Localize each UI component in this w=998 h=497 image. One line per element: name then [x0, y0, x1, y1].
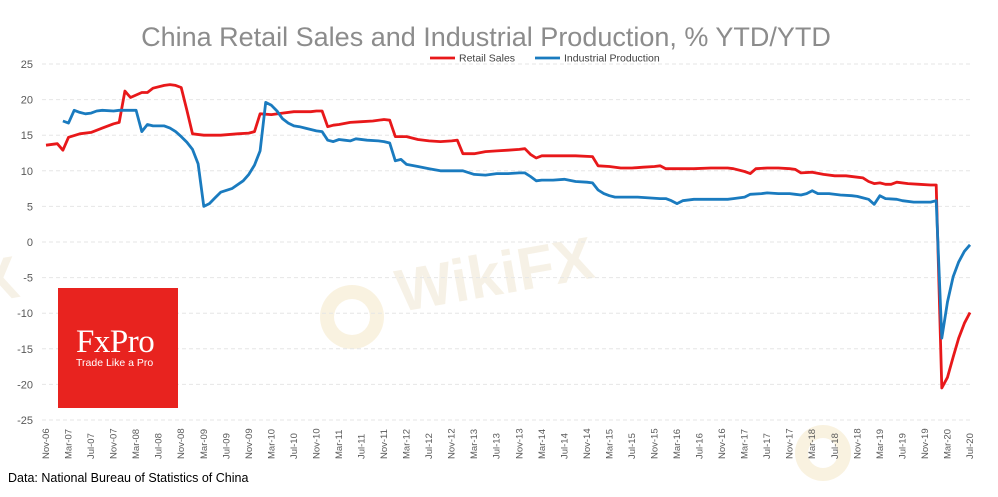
- x-axis: Nov-06 Mar-07 Jul-07 Nov-07 Mar-08 Jul-08 Nov-…: [41, 428, 976, 459]
- y-tick-label: 10: [21, 166, 33, 178]
- x-tick-label: Nov-09: [244, 428, 255, 459]
- y-tick-label: 25: [21, 59, 33, 71]
- x-tick-label: Jul-12: [424, 433, 435, 459]
- x-tick-label: Mar-11: [334, 430, 345, 459]
- x-tick-label: Mar-17: [740, 429, 751, 459]
- x-tick-label: Nov-17: [785, 428, 796, 459]
- x-tick-label: Mar-13: [469, 429, 480, 459]
- legend: Retail Sales Industrial Production: [430, 53, 660, 65]
- x-tick-label: Nov-18: [852, 428, 863, 459]
- x-tick-label: Nov-12: [447, 428, 458, 459]
- x-tick-label: Mar-08: [131, 429, 142, 459]
- x-tick-label: Mar-18: [807, 429, 818, 459]
- fxpro-logo-tagline: Trade Like a Pro: [76, 357, 154, 369]
- y-tick-label: 15: [21, 130, 33, 142]
- y-tick-label: -25: [17, 415, 33, 427]
- x-tick-label: Jul-09: [221, 433, 232, 459]
- x-tick-label: Mar-15: [604, 429, 615, 459]
- series-line-retail-sales: [45, 83, 972, 390]
- y-tick-label: -15: [17, 344, 33, 356]
- x-tick-label: Jul-20: [965, 433, 976, 459]
- x-tick-label: Jul-13: [492, 433, 503, 459]
- y-tick-label: 0: [27, 237, 33, 249]
- x-tick-label: Mar-09: [199, 429, 210, 459]
- x-tick-label: Jul-18: [830, 433, 841, 459]
- gridlines: [42, 63, 970, 421]
- legend-label: Retail Sales: [459, 53, 515, 65]
- x-tick-label: Mar-14: [537, 429, 548, 459]
- x-tick-label: Mar-20: [942, 429, 953, 459]
- fxpro-logo-main: FxPro: [76, 324, 155, 360]
- y-tick-label: -20: [17, 379, 33, 391]
- source-note: Data: National Bureau of Statistics of C…: [8, 471, 248, 485]
- x-tick-label: Mar-19: [875, 429, 886, 459]
- x-tick-label: Nov-13: [514, 428, 525, 459]
- fxpro-logo: FxPro Trade Like a Pro: [58, 288, 178, 408]
- x-tick-label: Nov-14: [582, 428, 593, 459]
- x-tick-label: Jul-11: [357, 434, 368, 459]
- x-tick-label: Jul-19: [897, 433, 908, 459]
- series-line-industrial-production: [62, 101, 972, 340]
- legend-label: Industrial Production: [564, 53, 660, 65]
- x-tick-label: Mar-16: [672, 429, 683, 459]
- x-tick-label: Nov-10: [311, 428, 322, 459]
- x-tick-label: Jul-15: [627, 433, 638, 459]
- x-tick-label: Nov-15: [649, 428, 660, 459]
- y-tick-label: -10: [17, 308, 33, 320]
- x-tick-label: Jul-17: [762, 433, 773, 459]
- x-tick-label: Jul-14: [559, 433, 570, 459]
- x-tick-label: Nov-16: [717, 428, 728, 459]
- x-tick-label: Jul-10: [289, 433, 300, 459]
- x-tick-label: Nov-06: [41, 428, 52, 459]
- y-tick-label: 20: [21, 95, 33, 107]
- y-tick-label: -5: [23, 273, 33, 285]
- wikifx-logo-icon: [320, 285, 851, 481]
- series-lines: [45, 83, 972, 390]
- x-tick-label: Jul-08: [154, 433, 165, 459]
- x-tick-label: Nov-19: [920, 428, 931, 459]
- x-tick-label: Nov-08: [176, 428, 187, 459]
- wikifx-watermark-text: WikiFX: [391, 224, 599, 325]
- x-tick-label: Mar-07: [64, 429, 75, 459]
- y-tick-label: 5: [27, 201, 33, 213]
- wikifx-watermark: WikiFX X: [0, 224, 851, 481]
- wikifx-watermark-text-left: X: [0, 243, 23, 316]
- x-tick-label: Mar-12: [402, 429, 413, 459]
- x-tick-label: Nov-07: [109, 428, 120, 459]
- x-tick-label: Mar-10: [266, 429, 277, 459]
- chart-title: China Retail Sales and Industrial Produc…: [141, 22, 831, 52]
- x-tick-label: Nov-11: [379, 429, 390, 459]
- x-tick-label: Jul-16: [695, 433, 706, 459]
- y-axis: 25 20 15 10 5 0 -5 -10 -15 -20 -25: [17, 59, 33, 427]
- x-tick-label: Jul-07: [86, 433, 97, 459]
